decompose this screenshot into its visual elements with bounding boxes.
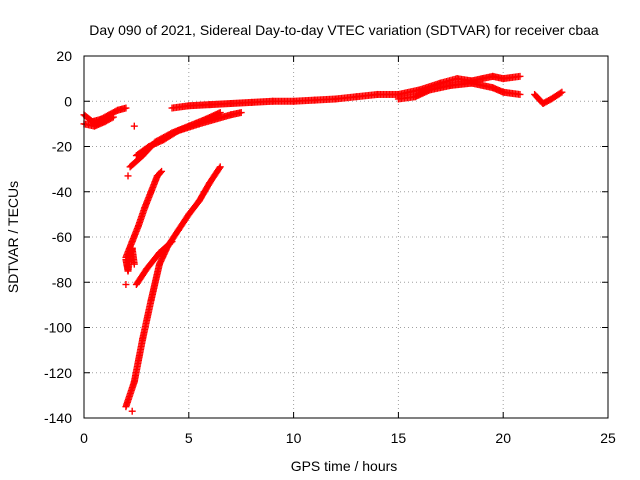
x-tick-label: 0 [80,430,88,446]
data-point [158,167,166,175]
x-tick-label: 5 [185,430,193,446]
y-tick-label: -60 [52,229,72,245]
data-point [124,172,132,180]
y-tick-label: -80 [52,274,72,290]
data-point [122,281,130,289]
data-point [516,72,524,80]
data-point [558,88,566,96]
data-point [108,114,116,122]
x-tick-label: 15 [391,430,407,446]
data-point [168,238,176,246]
y-tick-label: -20 [52,139,72,155]
data-point [128,407,136,415]
data-point [216,163,224,171]
data-point [130,122,138,130]
y-tick-label: 0 [64,93,72,109]
y-tick-label: -40 [52,184,72,200]
x-axis-label: GPS time / hours [291,458,398,474]
data-point [167,239,175,247]
data-point [130,260,138,268]
plot-frame [83,55,609,419]
grid [84,56,608,418]
y-axis-label: SDTVAR / TECUs [5,181,21,293]
x-tick-label: 10 [286,430,302,446]
axis-ticks: 0 5 10 15 20 25 -140 -120 -100 -80 -60 -40 -20 0 20 [44,48,616,446]
data-points [80,72,566,415]
x-tick-label: 20 [495,430,511,446]
y-tick-label: 20 [56,48,72,64]
y-tick-label: -120 [44,365,72,381]
y-tick-label: -100 [44,320,72,336]
data-point [215,164,223,172]
data-point [557,89,565,97]
x-tick-label: 25 [600,430,616,446]
data-point [122,104,130,112]
data-point [109,113,117,121]
data-point [237,109,245,117]
y-tick-label: -140 [44,410,72,426]
data-point [516,90,524,98]
chart-title: Day 090 of 2021, Sidereal Day-to-day VTE… [89,22,599,38]
data-point [157,169,165,177]
